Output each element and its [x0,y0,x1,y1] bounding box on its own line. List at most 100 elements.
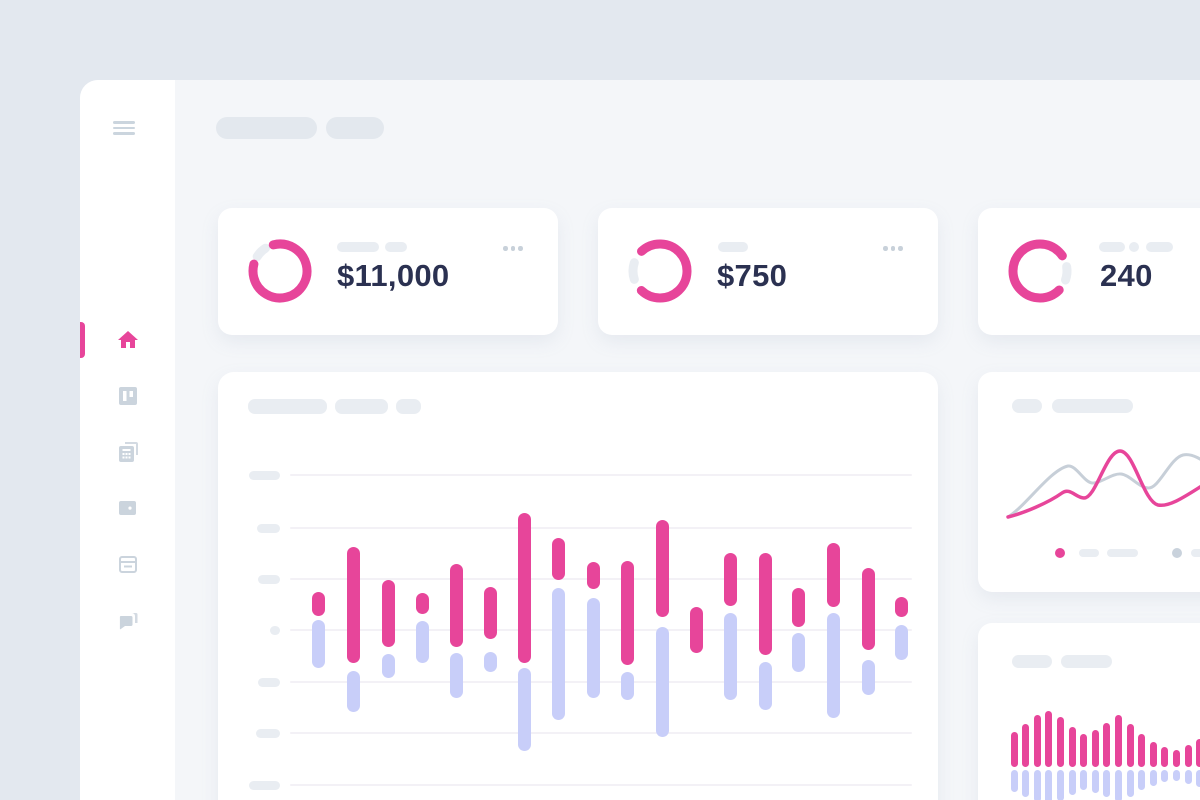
bar-pink [723,553,737,606]
card-title-skeleton [1012,655,1052,668]
board-icon [119,387,137,405]
y-axis-tick-skeleton [249,780,280,790]
mini-bar-pink [1172,750,1180,767]
bar-pink [758,553,772,655]
mini-bar-lavender [1080,770,1088,791]
sidebar-item-reports[interactable] [116,440,140,464]
mini-bar-lavender [1068,770,1076,795]
mini-bar-lavender [1184,770,1192,784]
trend-line-chart [1006,449,1200,519]
bar-pink [586,562,600,589]
mini-bars-card [978,623,1200,800]
mini-bar-pink [1010,732,1018,767]
gridline [290,578,912,580]
chart-title-skeleton [248,399,327,414]
sidebar-item-calendar[interactable] [116,552,140,576]
mini-bar-pink [1022,724,1030,767]
mini-bar-lavender [1103,770,1111,798]
more-options-button[interactable] [503,246,523,251]
bar-lavender [483,652,497,672]
bar-pink [346,547,360,663]
sidebar-item-board[interactable] [116,384,140,408]
card-title-skeleton [1061,655,1112,668]
stat-label-skeleton [1146,242,1173,252]
bar-lavender [346,671,360,712]
mini-bar-pink [1091,730,1099,767]
y-axis-tick-skeleton [257,523,280,533]
stat-label-skeleton [1099,242,1125,252]
bar-lavender [517,668,531,751]
calendar-icon [119,556,137,573]
wallet-icon [119,501,136,515]
legend-label-skeleton [1191,549,1200,557]
home-icon [118,331,138,348]
main-chart-card [218,372,938,800]
bar-lavender [861,660,875,695]
gray-trend-line [1006,453,1200,519]
y-axis-tick-skeleton [270,625,280,635]
bar-lavender [894,625,908,660]
mini-bar-pink [1045,711,1053,767]
mini-bar-pink [1114,715,1122,767]
gridline [290,681,912,683]
donut-progress [628,239,692,303]
bar-lavender [655,627,669,737]
stat-label-skeleton [718,242,748,252]
stat-card-spend: $750 [598,208,938,335]
mini-bar-pink [1033,715,1041,767]
mini-bar-lavender [1056,770,1064,800]
bar-lavender [791,633,805,672]
sidebar-item-wallet[interactable] [116,496,140,520]
mini-bar-pink [1196,739,1200,767]
bar-pink [311,592,325,616]
mini-bar-lavender [1033,770,1041,800]
bar-lavender [723,613,737,700]
bar-pink [449,564,463,647]
mini-bar-lavender [1172,770,1180,781]
legend-dot-pink [1055,548,1065,558]
stat-label-skeleton [1129,242,1139,252]
mini-bar-pink [1149,742,1157,767]
more-options-button[interactable] [883,246,903,251]
mini-bar-pink [1138,734,1146,767]
card-title-skeleton [1052,399,1133,413]
bar-pink [483,587,497,639]
gridline [290,784,912,786]
hamburger-menu-icon[interactable] [113,121,135,135]
stat-label-skeleton [385,242,407,252]
bar-lavender [826,613,840,718]
active-nav-indicator [80,322,85,358]
chat-icon [119,613,138,630]
legend-label-skeleton [1107,549,1138,557]
stat-value: $11,000 [337,258,450,293]
mini-bar-pink [1126,724,1134,767]
stat-label-skeleton [337,242,379,252]
mini-bar-lavender [1196,770,1200,788]
bar-lavender [449,653,463,698]
y-axis-tick-skeleton [258,574,280,584]
mini-bar-lavender [1114,770,1122,800]
page-title-skeleton [216,117,317,139]
bar-lavender [758,662,772,710]
mini-bar-lavender [1022,770,1030,797]
y-axis-tick-skeleton [249,470,280,480]
bar-lavender [620,672,634,700]
gridline [290,527,912,529]
mini-bar-lavender [1091,770,1099,793]
bar-pink [689,607,703,653]
y-axis-tick-skeleton [258,677,280,687]
sidebar-item-home[interactable] [116,328,140,352]
stat-card-revenue: $11,000 [218,208,558,335]
gridline [290,732,912,734]
sidebar-item-messages[interactable] [116,608,140,632]
bar-pink [655,520,669,617]
mini-bar-pink [1080,734,1088,767]
gridline [290,629,912,631]
trend-line-card [978,372,1200,592]
mini-bar-pink [1056,717,1064,767]
mini-bar-pink [1184,745,1192,767]
bar-pink [415,593,429,614]
mini-bar-lavender [1126,770,1134,797]
mini-bar-lavender [1045,770,1053,800]
